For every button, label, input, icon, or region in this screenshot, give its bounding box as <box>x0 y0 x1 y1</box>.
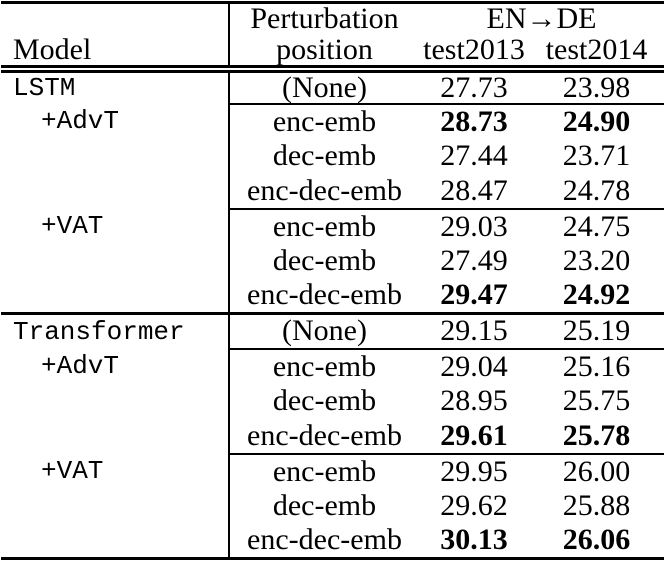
position-cell: enc-emb <box>228 103 419 139</box>
column-header-model: Model <box>1 34 229 73</box>
column-header-position: position <box>228 34 419 73</box>
model-cell <box>1 489 229 524</box>
test2013-cell: 28.73 <box>440 104 508 138</box>
model-cell <box>1 384 229 419</box>
position-cell: dec-emb <box>228 138 419 174</box>
table-row: LSTM (None) 27.73 23.98 <box>1 68 665 105</box>
test2014-cell: 23.20 <box>562 244 631 277</box>
test2013-cell: 27.73 <box>419 68 529 105</box>
header-row-top: Perturbation EN→DE <box>1 2 664 35</box>
test2014-cell: 24.78 <box>529 173 665 210</box>
model-cell: +AdvT <box>41 351 120 381</box>
model-cell <box>1 419 229 454</box>
test2014-cell: 25.19 <box>529 313 665 350</box>
column-header-test2013: test2013 <box>419 34 529 73</box>
test2014-cell: 23.71 <box>562 139 631 172</box>
test2014-cell: 26.06 <box>562 523 631 557</box>
model-cell <box>1 524 229 559</box>
position-cell: enc-dec-emb <box>228 418 419 455</box>
test2014-cell: 25.78 <box>529 418 665 455</box>
table-row: dec-emb 28.95 25.75 <box>1 383 664 419</box>
position-cell: enc-emb <box>228 453 419 489</box>
test2013-cell: 30.13 <box>440 523 508 557</box>
position-cell: dec-emb <box>228 383 419 419</box>
test2014-cell: 25.88 <box>562 489 631 522</box>
position-cell: dec-emb <box>228 488 419 524</box>
table-row: enc-dec-emb 29.61 25.78 <box>1 418 665 455</box>
column-header-test2014: test2014 <box>529 34 665 73</box>
model-cell: +AdvT <box>41 106 120 136</box>
test2013-cell: 29.61 <box>419 418 529 455</box>
test2014-cell: 25.75 <box>562 384 631 417</box>
table-row: enc-dec-emb 29.47 24.92 <box>1 278 665 315</box>
model-cell <box>1 174 229 209</box>
table-row: enc-dec-emb 28.47 24.78 <box>1 173 665 210</box>
header-empty-cell <box>1 3 229 35</box>
table-row: Transformer (None) 29.15 25.19 <box>1 313 665 350</box>
model-cell <box>1 139 229 174</box>
test2014-cell: 23.98 <box>529 68 665 105</box>
table-row: dec-emb 27.44 23.71 <box>1 138 664 174</box>
test2013-cell: 29.03 <box>440 209 508 243</box>
position-cell: enc-emb <box>228 348 419 384</box>
model-cell: +VAT <box>41 211 104 241</box>
test2013-cell: 28.47 <box>419 173 529 210</box>
column-group-header-en-de: EN→DE <box>486 2 597 35</box>
table-row: +VAT enc-emb 29.03 24.75 <box>1 208 664 244</box>
header-row-bottom: Model position test2013 test2014 <box>1 34 665 73</box>
test2013-cell: 27.44 <box>440 139 508 172</box>
model-cell <box>1 244 229 279</box>
position-cell: enc-dec-emb <box>228 278 419 315</box>
position-cell: enc-emb <box>228 208 419 244</box>
table-row: +AdvT enc-emb 28.73 24.90 <box>1 103 664 139</box>
table-row: +AdvT enc-emb 29.04 25.16 <box>1 348 664 384</box>
table-row: +VAT enc-emb 29.95 26.00 <box>1 453 664 489</box>
test2013-cell: 29.15 <box>419 313 529 350</box>
test2013-cell: 29.95 <box>440 454 508 488</box>
test2014-cell: 25.16 <box>562 349 631 383</box>
test2014-cell: 24.90 <box>562 104 631 138</box>
column-header-perturbation: Perturbation <box>228 2 419 35</box>
test2013-cell: 29.04 <box>440 349 508 383</box>
model-cell <box>1 278 229 315</box>
model-cell: +VAT <box>41 456 104 486</box>
test2013-cell: 27.49 <box>440 244 508 277</box>
test2013-cell: 28.95 <box>440 384 508 417</box>
model-cell: Transformer <box>13 316 185 347</box>
position-cell: enc-dec-emb <box>228 173 419 210</box>
test2013-cell: 29.47 <box>419 278 529 315</box>
test2013-cell: 29.62 <box>440 489 508 522</box>
table-row: dec-emb 27.49 23.20 <box>1 243 664 279</box>
position-cell: dec-emb <box>228 243 419 279</box>
table-row: enc-dec-emb 30.13 26.06 <box>1 523 664 559</box>
position-cell: (None) <box>228 313 419 350</box>
test2014-cell: 26.00 <box>562 454 631 488</box>
test2014-cell: 24.92 <box>529 278 665 315</box>
position-cell: enc-dec-emb <box>228 523 419 559</box>
table-row: dec-emb 29.62 25.88 <box>1 488 664 524</box>
position-cell: (None) <box>228 68 419 105</box>
model-cell: LSTM <box>13 73 76 103</box>
test2014-cell: 24.75 <box>562 209 631 243</box>
